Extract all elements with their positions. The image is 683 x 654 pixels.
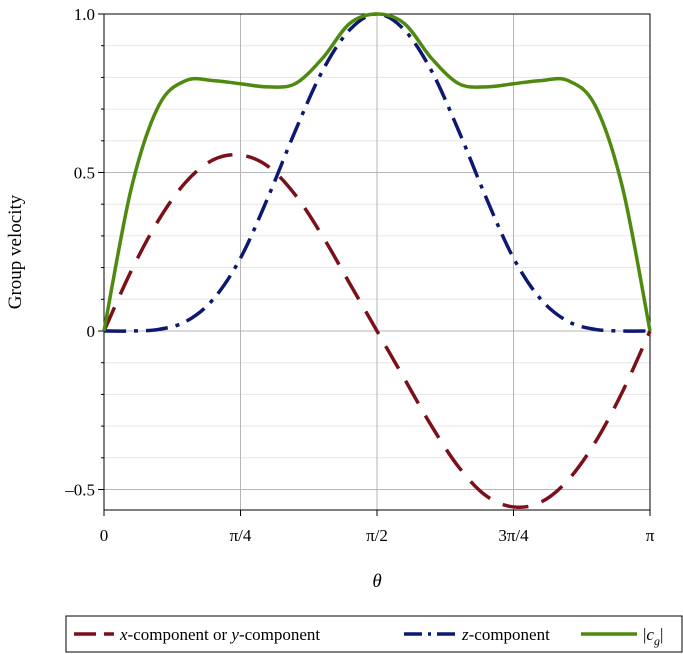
- legend-label-1: x-component or y-component: [119, 625, 320, 644]
- y-tick-label: 1.0: [74, 5, 95, 24]
- legend-label-3: |cg|: [643, 625, 663, 648]
- legend-label-2: z-component: [461, 625, 550, 644]
- y-tick-label: 0.5: [74, 164, 95, 183]
- y-tick-label: –0.5: [64, 481, 95, 500]
- legend: x-component or y-component z-component |cg…: [65, 615, 683, 653]
- grid: [103, 13, 651, 510]
- series-line-3: [102, 12, 652, 332]
- x-tick-label: 0: [100, 526, 109, 545]
- series: [102, 12, 652, 510]
- x-axis-label: θ: [372, 571, 381, 592]
- series-line-1: [102, 152, 652, 510]
- x-tick-label: π: [646, 526, 655, 545]
- legend-box: [65, 615, 683, 653]
- x-tick-label: 3π/4: [498, 526, 529, 545]
- x-tick-label: π/2: [366, 526, 388, 545]
- axes: –0.5 0 0.5 1.0 0 π/4 π/2 3π/4 π: [64, 5, 654, 545]
- y-tick-label: 0: [87, 322, 96, 341]
- x-tick-label: π/4: [230, 526, 252, 545]
- series-line-2: [103, 12, 651, 333]
- y-axis-label: Group velocity: [5, 194, 26, 309]
